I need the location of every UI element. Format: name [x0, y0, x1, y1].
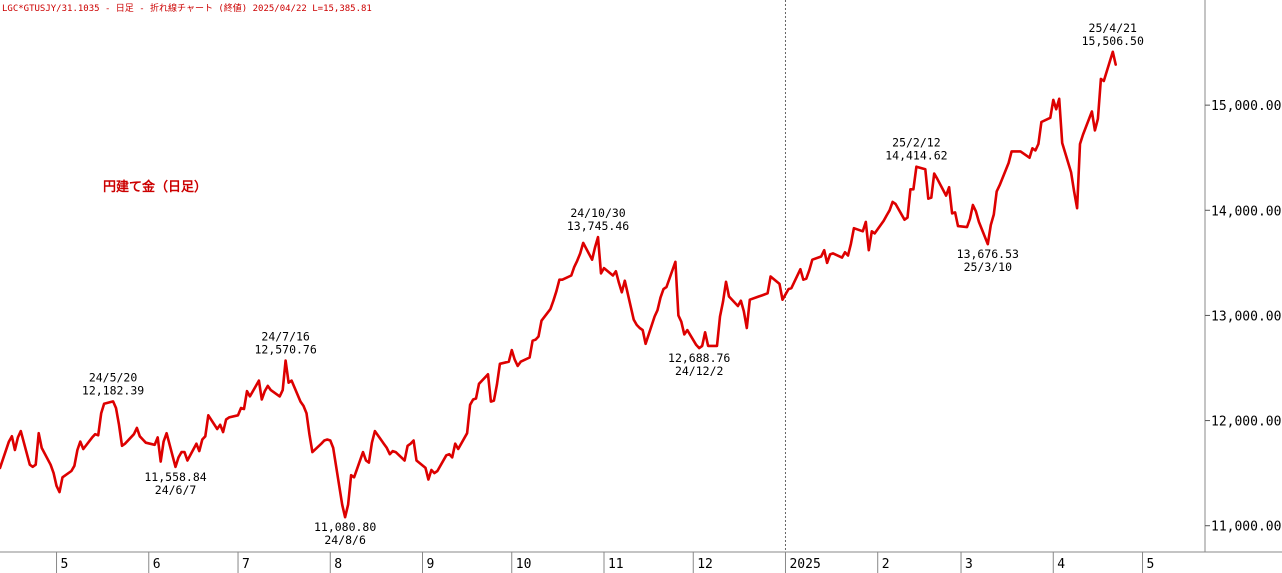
- annotation-label: 12,688.76: [668, 351, 730, 365]
- date-tick-label: 4: [1057, 557, 1065, 572]
- chart-header-text: LGC*GTUSJY/31.1035 - 日足 - 折れ線チャート (終値) 2…: [2, 2, 372, 14]
- annotation-label: 24/10/30: [570, 206, 625, 220]
- annotation-label: 24/8/6: [324, 533, 366, 547]
- annotation-label: 24/12/2: [675, 364, 723, 378]
- annotation-label: 11,080.80: [314, 520, 376, 534]
- annotation-label: 15,506.50: [1082, 34, 1144, 48]
- price-tick-label: 14,000.00: [1211, 204, 1281, 219]
- price-tick-label: 13,000.00: [1211, 309, 1281, 324]
- date-tick-label: 9: [426, 557, 434, 572]
- date-tick-label: 6: [153, 557, 161, 572]
- annotation-label: 12,570.76: [254, 343, 316, 357]
- date-tick-label: 7: [242, 557, 250, 572]
- date-tick-label: 12: [697, 557, 713, 572]
- annotation-label: 24/6/7: [155, 483, 197, 497]
- price-tick-layer: 11,000.00 12,000.00 13,000.00 14,000.00 15,0…: [1205, 99, 1281, 535]
- annotation-label: 25/3/10: [964, 260, 1013, 274]
- date-tick-label: 11: [608, 557, 624, 572]
- annotation-label: 13,745.46: [567, 219, 629, 233]
- date-tick-label: 3: [965, 557, 973, 572]
- date-tick-label: 5: [1147, 557, 1155, 572]
- date-tick-label: 2: [882, 557, 890, 572]
- axis-layer: [0, 0, 1282, 553]
- annotation-label: 14,414.62: [885, 149, 947, 163]
- annotation-label: 12,182.39: [82, 383, 144, 397]
- price-tick-label: 11,000.00: [1211, 520, 1281, 535]
- chart-title: 円建て金（日足）: [103, 179, 207, 195]
- price-tick-label: 12,000.00: [1211, 415, 1281, 430]
- series-layer: [0, 50, 1117, 519]
- annotation-label: 13,676.53: [957, 247, 1019, 261]
- date-tick-layer: 5 6 7 8 9 10 11 12 2025 2 3 4 5: [61, 557, 1155, 572]
- date-tick-label: 5: [61, 557, 69, 572]
- grid-layer: [56, 0, 1144, 573]
- date-tick-label: 10: [516, 557, 532, 572]
- annotation-label: 25/4/21: [1089, 21, 1138, 35]
- date-tick-label: 8: [334, 557, 342, 572]
- date-tick-label: 2025: [789, 557, 820, 572]
- annotation-layer: 24/5/2012,182.3911,558.8424/6/724/7/1612…: [82, 21, 1144, 547]
- annotation-label: 11,558.84: [144, 470, 206, 484]
- annotation-label: 24/7/16: [261, 330, 310, 344]
- price-line: [0, 50, 1117, 519]
- annotation-label: 24/5/20: [89, 370, 138, 384]
- price-tick-label: 15,000.00: [1211, 99, 1281, 114]
- annotation-label: 25/2/12: [892, 136, 940, 150]
